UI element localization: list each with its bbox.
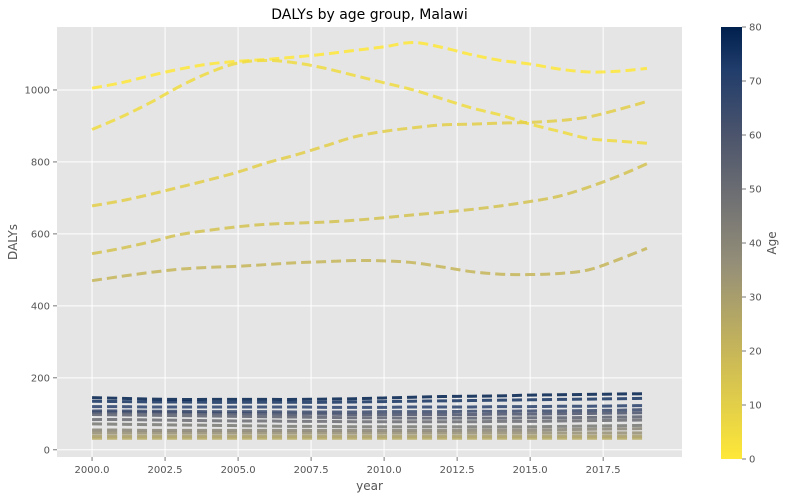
x-tick-label: 2007.5 — [294, 465, 329, 476]
colorbar-tick-label: 50 — [749, 185, 762, 196]
series-line-age-20 — [91, 246, 648, 283]
y-tick-label: 0 — [44, 445, 50, 456]
colorbar-tick-label: 40 — [749, 239, 762, 250]
y-tick-label: 1000 — [25, 85, 50, 96]
series-line-age-10 — [91, 100, 648, 208]
plot-background — [57, 27, 682, 457]
series-lines — [91, 40, 648, 440]
series-line-age-0 — [91, 40, 648, 90]
x-tick-label: 2015.0 — [513, 465, 548, 476]
y-axis-label: DALYs — [6, 224, 20, 260]
x-tick-label: 2005.0 — [221, 465, 256, 476]
y-tick-label: 400 — [31, 301, 50, 312]
series-line-age-15 — [91, 162, 648, 256]
series-line-age-70 — [92, 404, 647, 409]
colorbar-tick-label: 60 — [749, 131, 762, 142]
colorbar-tick-label: 0 — [749, 455, 755, 466]
colorbar-ticks: 0 10 20 30 40 50 60 70 80 — [742, 23, 762, 466]
series-line-age-80 — [92, 392, 647, 401]
colorbar-tick-label: 70 — [749, 77, 762, 88]
y-axis-ticks: 0 200 400 600 800 1000 — [25, 85, 57, 456]
series-line-age-75 — [92, 396, 647, 404]
x-tick-label: 2002.5 — [148, 465, 183, 476]
colorbar-label: Age — [765, 231, 779, 254]
y-tick-label: 800 — [31, 157, 50, 168]
x-axis-label: year — [356, 479, 383, 493]
chart-title: DALYs by age group, Malawi — [271, 7, 468, 23]
colorbar-tick-label: 30 — [749, 293, 762, 304]
colorbar: 0 10 20 30 40 50 60 70 80 — [721, 23, 762, 466]
series-line-age-5 — [91, 58, 648, 145]
series-line-age-50 — [92, 418, 647, 424]
x-tick-label: 2010.0 — [367, 465, 402, 476]
y-tick-label: 600 — [31, 229, 50, 240]
x-tick-label: 2017.5 — [586, 465, 621, 476]
y-tick-label: 200 — [31, 373, 50, 384]
grid — [57, 27, 682, 457]
x-axis-ticks: 2000.0 2002.5 2005.0 2007.5 2010.0 2012.5 2015… — [75, 457, 621, 476]
series-line-age-65 — [92, 408, 647, 414]
series-line-age-55 — [92, 413, 647, 420]
colorbar-tick-label: 10 — [749, 401, 762, 412]
colorbar-tick-label: 80 — [749, 23, 762, 34]
x-tick-label: 2012.5 — [440, 465, 475, 476]
series-line-age-40 — [92, 427, 647, 432]
x-tick-label: 2000.0 — [75, 465, 110, 476]
series-line-age-45 — [92, 422, 647, 429]
colorbar-gradient — [721, 27, 742, 459]
colorbar-tick-label: 20 — [749, 347, 762, 358]
